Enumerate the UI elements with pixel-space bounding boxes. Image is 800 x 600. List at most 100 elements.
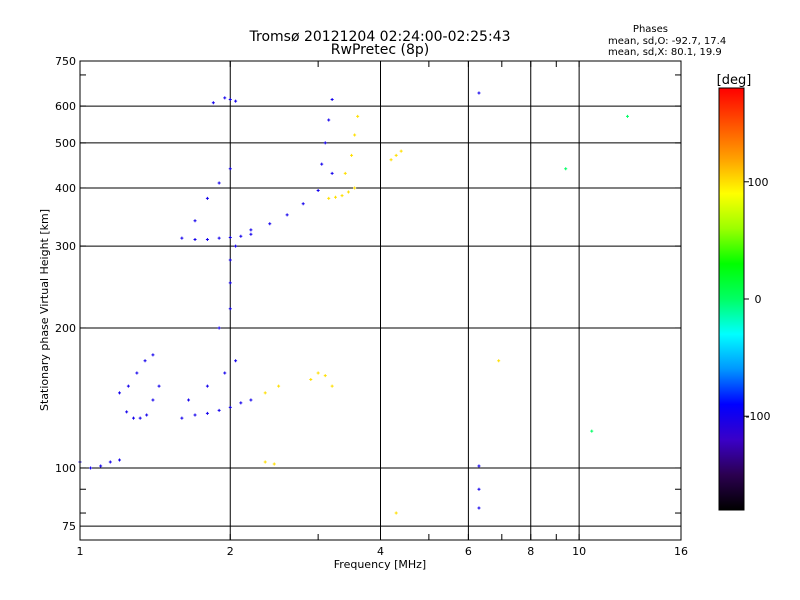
data-point	[180, 416, 184, 420]
data-point	[228, 307, 232, 311]
data-point	[217, 408, 221, 412]
data-point	[477, 464, 481, 468]
y-tick-label: 300	[55, 240, 76, 253]
data-point	[350, 153, 354, 157]
y-tick-label: 200	[55, 322, 76, 335]
data-point	[239, 401, 243, 405]
data-point	[477, 506, 481, 510]
data-point	[99, 464, 103, 468]
colorbar-ticks: 100 0 -100	[744, 176, 770, 423]
y-tick-label: 600	[55, 100, 76, 113]
data-point	[126, 384, 130, 388]
data-point	[340, 194, 344, 198]
data-point	[356, 114, 360, 118]
data-point	[108, 460, 112, 464]
data-point	[234, 244, 238, 248]
data-point	[228, 236, 232, 239]
data-point	[590, 429, 594, 433]
data-point	[268, 222, 272, 226]
data-point	[193, 237, 197, 241]
data-point	[346, 190, 350, 194]
x-tick-labels: 1 2 4 6 8 10 16	[77, 545, 689, 558]
y-tick-label: 750	[55, 55, 76, 68]
data-point	[193, 413, 197, 417]
data-point	[135, 371, 139, 375]
data-point	[151, 353, 155, 357]
data-point	[564, 167, 568, 171]
colorbar-tick-label: -100	[746, 410, 771, 423]
axis-ticks	[79, 61, 681, 541]
data-point	[249, 232, 253, 236]
data-point	[327, 196, 331, 200]
y-tick-label: 400	[55, 182, 76, 195]
data-point	[316, 371, 320, 375]
data-point	[217, 326, 221, 330]
title-block: Tromsø 20121204 02:24:00-02:25:43 RwPret…	[249, 29, 511, 58]
x-tick-label: 1	[77, 545, 84, 558]
data-point	[330, 171, 334, 175]
chart-subtitle: RwPretec (8p)	[331, 42, 429, 58]
data-point	[343, 171, 347, 175]
data-point	[223, 371, 227, 375]
data-point	[353, 133, 357, 137]
data-point	[205, 237, 209, 241]
data-point	[309, 377, 313, 381]
data-point	[497, 359, 501, 363]
data-point	[138, 416, 142, 420]
data-point	[228, 281, 232, 285]
data-point	[205, 196, 209, 200]
x-tick-label: 8	[527, 545, 534, 558]
data-point	[157, 384, 161, 388]
colorbar-tick-label: 100	[748, 176, 769, 189]
data-point	[263, 460, 267, 464]
data-point	[143, 359, 147, 363]
data-point	[187, 398, 191, 402]
data-point	[389, 158, 393, 162]
x-tick-label: 4	[377, 545, 384, 558]
data-point	[333, 195, 337, 199]
x-tick-label: 16	[674, 545, 688, 558]
data-point	[323, 374, 327, 378]
data-point	[399, 149, 403, 153]
grid-lines	[79, 60, 682, 540]
data-point	[205, 411, 209, 415]
x-axis-label: Frequency [MHz]	[334, 558, 426, 571]
colorbar-label: [deg]	[717, 73, 752, 88]
colorbar-tick-label: 0	[755, 293, 762, 306]
data-points	[78, 91, 629, 515]
y-tick-label: 500	[55, 137, 76, 150]
data-point	[217, 181, 221, 185]
x-tick-label: 2	[227, 545, 234, 558]
stats-x-mode: mean, sd,X: 80.1, 19.9	[608, 47, 722, 58]
y-tick-label: 75	[62, 520, 76, 533]
stats-heading: Phases	[633, 24, 668, 35]
data-point	[323, 141, 327, 145]
data-point	[217, 236, 221, 240]
data-point	[249, 228, 253, 232]
data-point	[211, 101, 215, 105]
data-point	[180, 236, 184, 240]
stats-o-mode: mean, sd,O: -92.7, 17.4	[608, 36, 726, 47]
data-point	[205, 384, 209, 388]
data-point	[301, 202, 305, 206]
y-axis-label: Stationary phase Virtual Height [km]	[38, 209, 51, 411]
data-point	[320, 162, 324, 166]
data-point	[223, 96, 227, 100]
data-point	[285, 213, 289, 217]
data-point	[477, 91, 481, 95]
data-point	[477, 487, 481, 491]
data-point	[625, 114, 629, 118]
data-point	[277, 384, 281, 388]
stats-block: Phases mean, sd,O: -92.7, 17.4 mean, sd,…	[608, 24, 726, 58]
data-point	[228, 167, 232, 171]
chart-title: Tromsø 20121204 02:24:00-02:25:43	[249, 29, 511, 45]
data-point	[353, 186, 357, 190]
x-tick-label: 10	[572, 545, 586, 558]
data-point	[327, 118, 331, 122]
data-point	[193, 219, 197, 223]
data-point	[118, 391, 122, 395]
data-point	[132, 416, 136, 420]
data-point	[316, 189, 320, 193]
data-point	[394, 511, 398, 515]
